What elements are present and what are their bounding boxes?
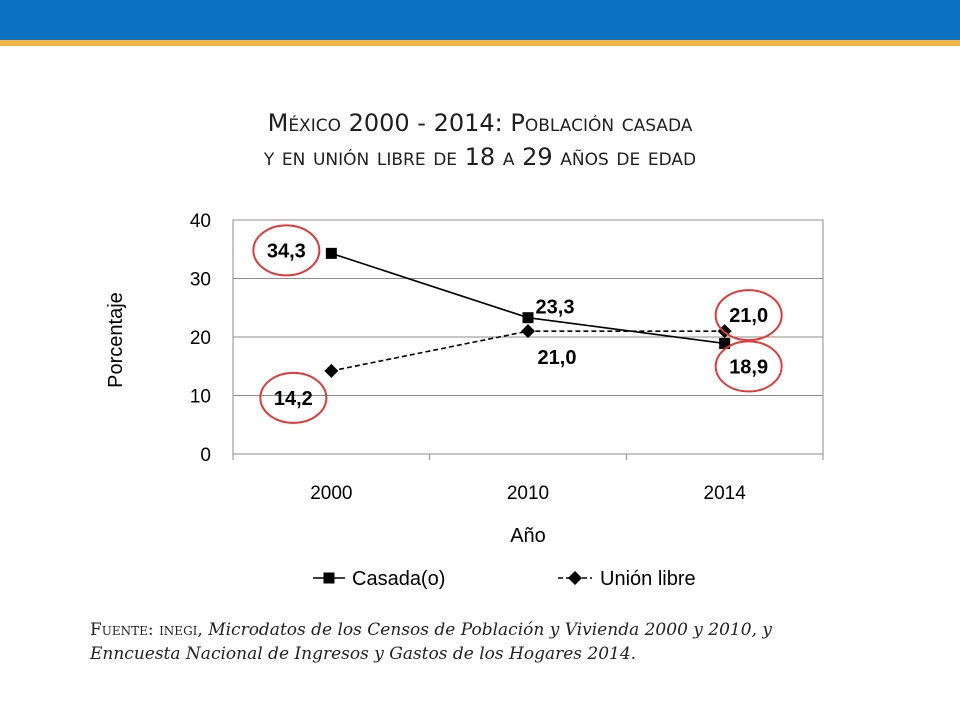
- chart-title-line-1: México 2000 - 2014: Población casada: [267, 109, 693, 137]
- y-tick-label: 30: [190, 270, 211, 291]
- data-label: 18,9: [729, 356, 768, 378]
- header-stripe: [0, 40, 960, 46]
- y-tick-label: 20: [190, 328, 211, 349]
- x-tick-label: 2014: [704, 483, 747, 504]
- source-lead: Fuente: inegi,: [90, 620, 203, 640]
- source-note: Fuente: inegi, Microdatos de los Censos …: [90, 618, 830, 666]
- legend-label-1: Unión libre: [600, 568, 696, 590]
- highlight-circle: [714, 289, 783, 342]
- highlight-circle: [714, 340, 783, 393]
- y-axis-title: Porcentaje: [105, 292, 127, 388]
- data-label: 14,2: [274, 388, 313, 410]
- source-text: Microdatos de los Censos de Población y …: [90, 620, 772, 664]
- series-0-point: [719, 337, 731, 349]
- data-label: 23,3: [536, 297, 575, 319]
- legend-marker-0: [323, 572, 335, 584]
- chart-title: México 2000 - 2014: Población casada y e…: [0, 106, 960, 174]
- y-tick-label: 0: [200, 445, 211, 466]
- series-0-point: [522, 312, 534, 324]
- header-bar: [0, 0, 960, 40]
- data-label: 34,3: [267, 240, 306, 262]
- highlight-circle: [259, 371, 328, 424]
- highlight-circle: [252, 224, 321, 277]
- y-tick-label: 40: [190, 211, 211, 232]
- y-tick-label: 10: [190, 387, 211, 408]
- x-axis-title: Año: [510, 525, 546, 547]
- data-label: 21,0: [729, 305, 768, 327]
- chart-title-line-2: y en unión libre de 18 a 29 años de edad: [263, 143, 697, 171]
- series-1-point: [521, 324, 535, 339]
- legend-marker-1: [568, 571, 582, 585]
- x-tick-label: 2010: [507, 483, 549, 504]
- series-0-point: [325, 247, 337, 259]
- series-1-point: [324, 363, 339, 378]
- data-label: 21,0: [538, 347, 577, 369]
- x-tick-label: 2000: [310, 483, 352, 504]
- legend-label-0: Casada(o): [352, 568, 445, 590]
